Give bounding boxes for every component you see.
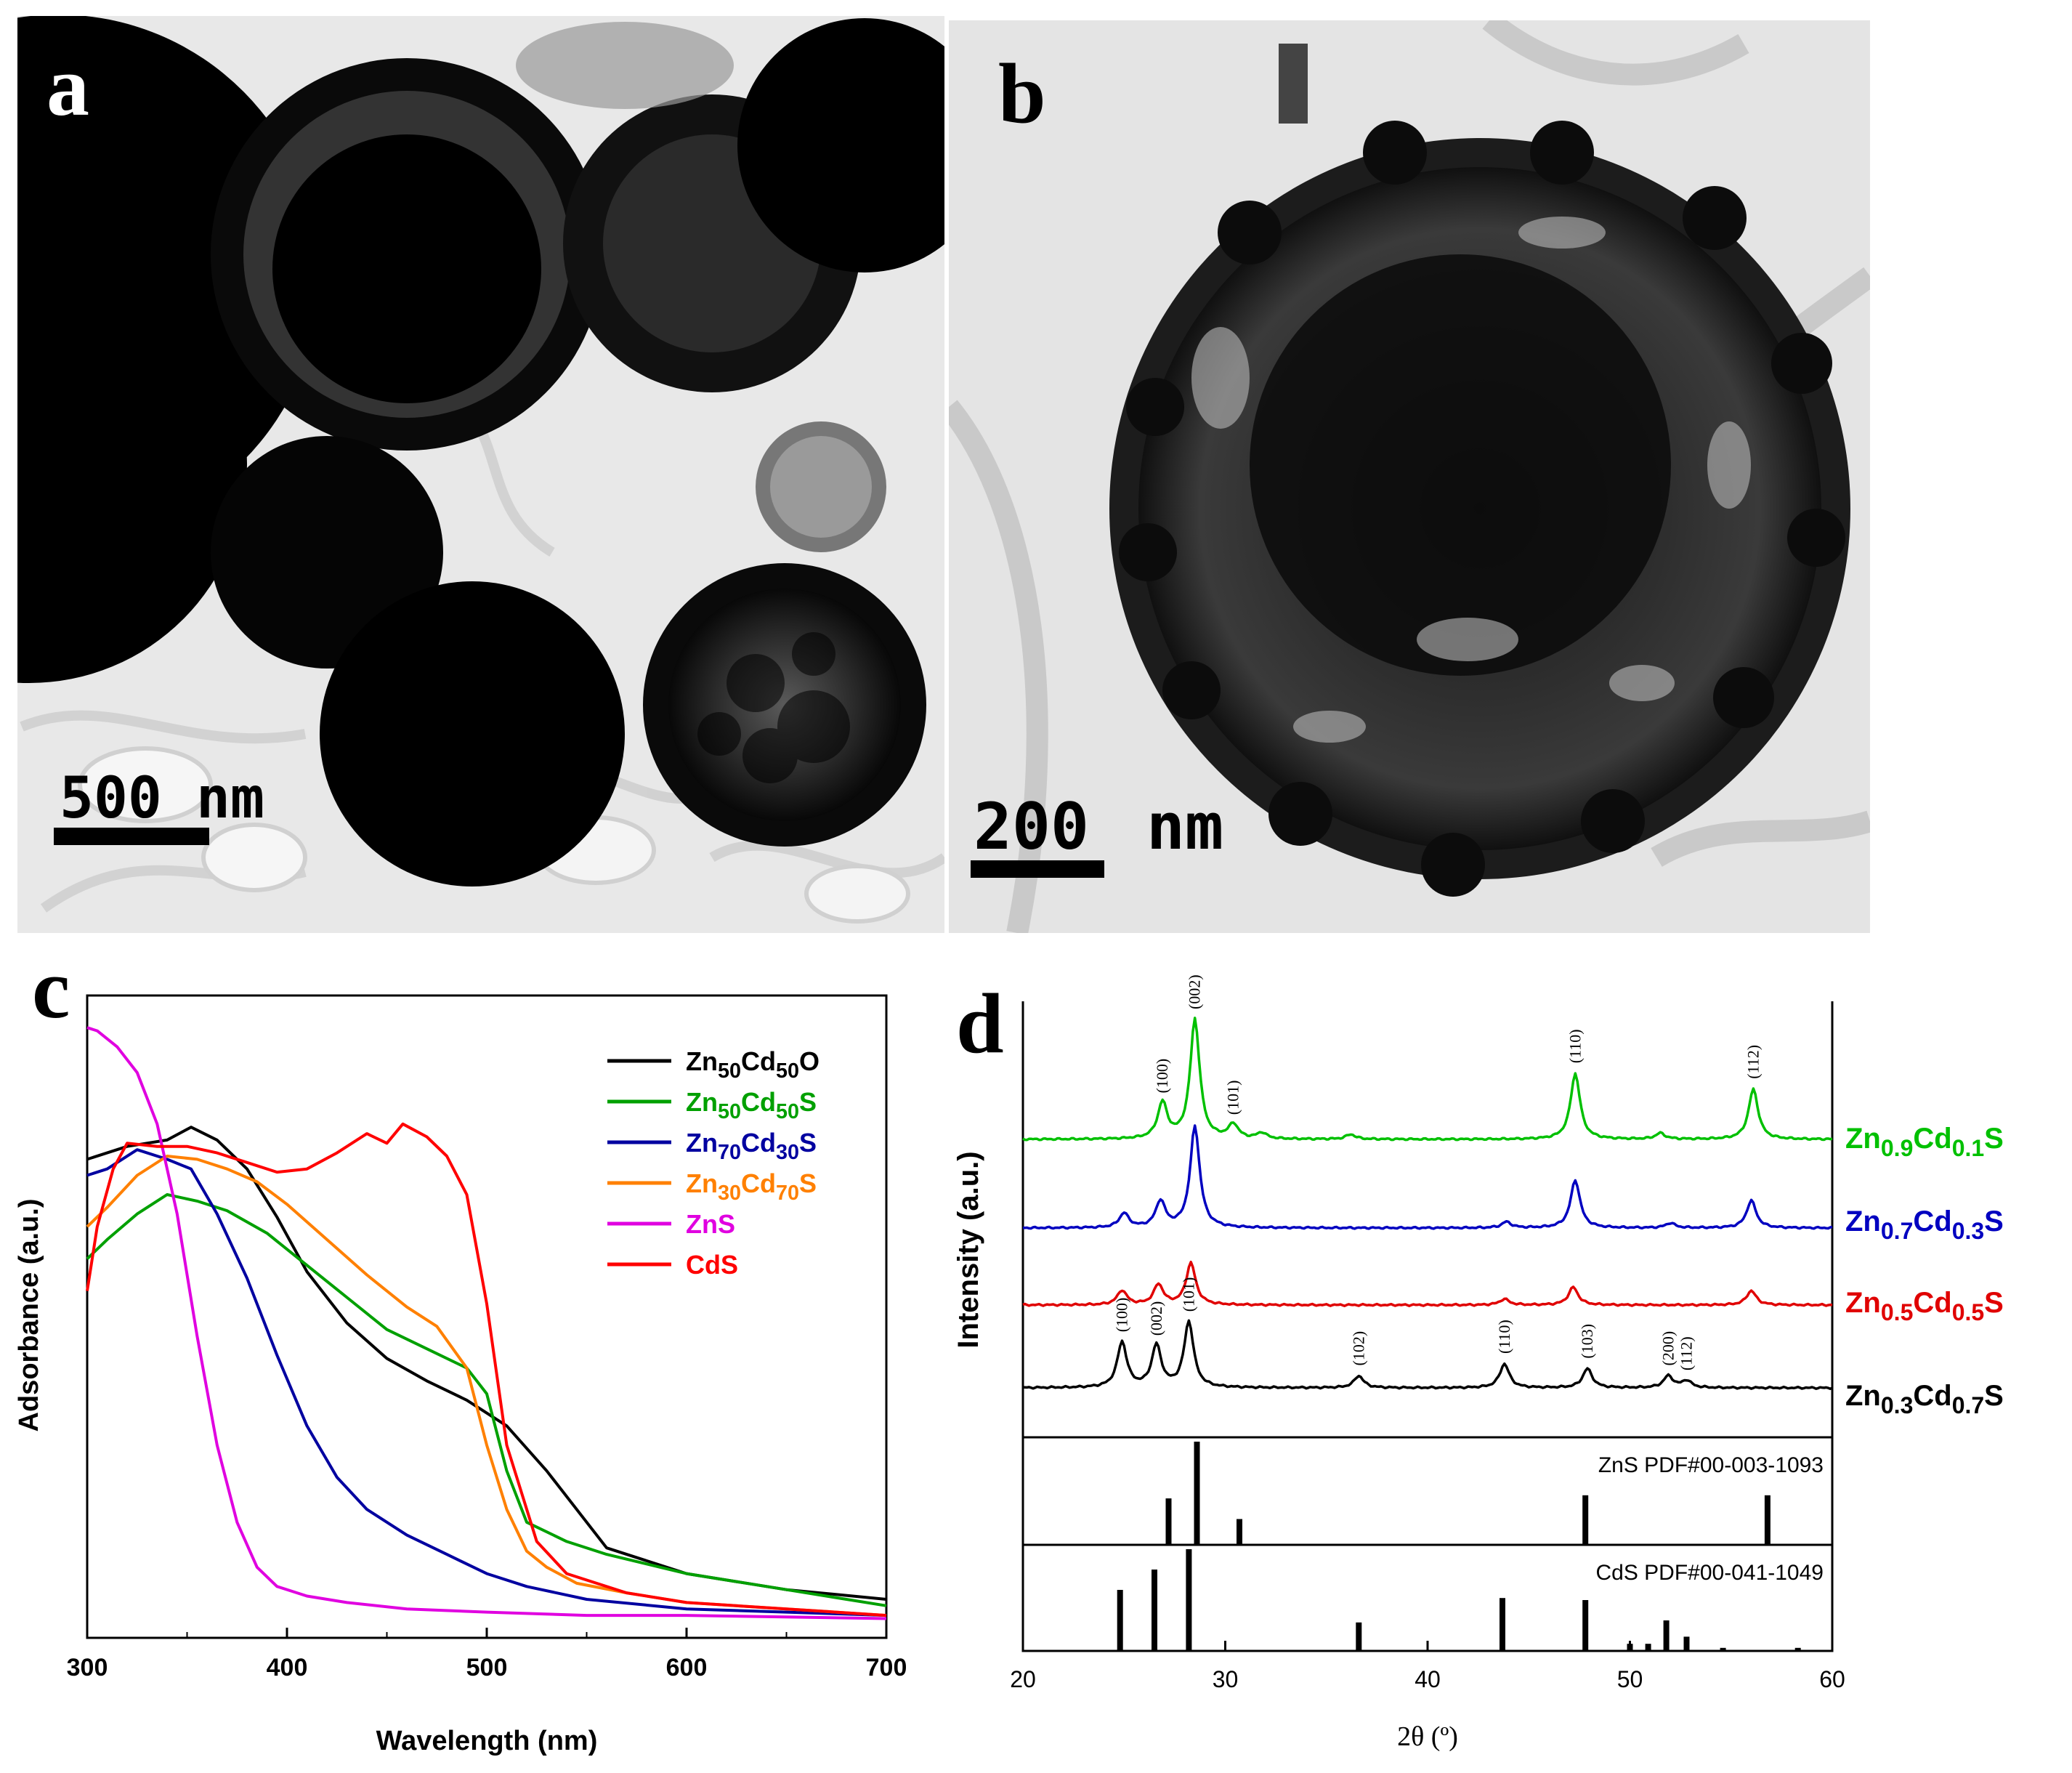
- peak-label: (100): [1113, 1298, 1131, 1333]
- panel-a-label: a: [46, 39, 89, 134]
- peak-label: (103): [1578, 1324, 1596, 1359]
- series-line-zns: [86, 1026, 887, 1620]
- reference-label: CdS PDF#00-041-1049: [1595, 1561, 1824, 1585]
- panel-b-label: b: [998, 46, 1046, 141]
- reference-peak-bar: [1165, 1498, 1172, 1545]
- x-tick-label: 300: [67, 1654, 108, 1681]
- reference-peak-bar: [1237, 1519, 1242, 1545]
- panel-a-scalebar: [54, 828, 209, 845]
- xrd-pattern-zn07cd03s: [1022, 1124, 1833, 1230]
- peak-label: (100): [1153, 1059, 1171, 1094]
- reference-peak-bar: [1117, 1590, 1123, 1651]
- x-tick-label: 50: [1617, 1666, 1643, 1692]
- panel-c-y-axis-title: Adsorbance (a.u.): [14, 1199, 44, 1432]
- reference-label: ZnS PDF#00-003-1093: [1598, 1453, 1824, 1477]
- panel-d-xrd-chart: d (100) (002) (101) (110) (112) (100) (002) (10…: [952, 974, 2004, 1752]
- panel-c-plot-frame: [86, 994, 888, 1639]
- peak-label: (200): [1659, 1331, 1677, 1366]
- peak-label: (101): [1224, 1081, 1242, 1115]
- xrd-pattern-zn05cd05s: [1022, 1260, 1833, 1307]
- panel-a-scalebar-unit: nm: [196, 766, 264, 831]
- x-tick-label: 20: [1010, 1666, 1036, 1692]
- reference-peak-bar: [1582, 1600, 1589, 1651]
- reference-peak-bar: [1500, 1598, 1505, 1651]
- reference-peak-bar: [1582, 1495, 1589, 1545]
- peak-label: (112): [1744, 1045, 1762, 1079]
- x-tick-label: 700: [866, 1654, 907, 1681]
- panel-c-x-axis-title: Wavelength (nm): [376, 1726, 598, 1756]
- reference-peak-bar: [1683, 1636, 1690, 1651]
- legend-label-zn50cd50s: Zn50Cd50S: [686, 1087, 817, 1123]
- panel-d-label: d: [956, 976, 1004, 1071]
- reference-peak-bar: [1356, 1622, 1362, 1651]
- peak-label: (102): [1349, 1331, 1367, 1366]
- series-label-zn07cd03s: Zn0.7Cd0.3S: [1845, 1205, 2004, 1244]
- reference-peak-bar: [1663, 1620, 1670, 1651]
- series-label-zn05cd05s: Zn0.5Cd0.5S: [1845, 1287, 2004, 1325]
- panel-b-scalebar-unit: nm: [1146, 789, 1223, 864]
- series-line-zn50cd50o: [86, 1126, 887, 1601]
- peak-label: (110): [1566, 1029, 1584, 1063]
- panel-d-plot-area: [1023, 1001, 1832, 1651]
- reference-peak-bar: [1794, 1647, 1801, 1651]
- panel-d-x-axis-title: 2θ (º): [1397, 1721, 1458, 1752]
- legend-label-cds: CdS: [686, 1250, 738, 1280]
- reference-peak-bar: [1764, 1495, 1770, 1545]
- peak-label: (002): [1186, 974, 1204, 1009]
- x-tick-label: 400: [267, 1654, 308, 1681]
- series-line-cds: [86, 1122, 887, 1617]
- x-tick-label: 500: [466, 1654, 508, 1681]
- peak-label: (101): [1179, 1277, 1197, 1312]
- panel-c-absorbance-chart: c 300 400 500 600 700 Zn50Cd50O Zn50Cd50S Zn70…: [14, 941, 907, 1756]
- reference-peak-bar: [1720, 1647, 1726, 1651]
- panel-b-tem-image: b 200 nm: [949, 20, 1870, 933]
- panel-b-scalebar: [971, 860, 1104, 878]
- panel-b-scalebar-value: 200: [974, 789, 1089, 864]
- peak-label: (110): [1495, 1320, 1513, 1354]
- legend-label-zn30cd70s: Zn30Cd70S: [686, 1168, 817, 1205]
- series-line-zn30cd70s: [86, 1155, 887, 1617]
- x-tick-label: 30: [1213, 1666, 1239, 1692]
- x-tick-label: 60: [1819, 1666, 1845, 1692]
- legend-label-zn70cd30s: Zn70Cd30S: [686, 1128, 817, 1164]
- legend-label-zns: ZnS: [686, 1209, 735, 1239]
- series-label-zn09cd01s: Zn0.9Cd0.1S: [1845, 1123, 2004, 1161]
- reference-peak-bar: [1194, 1442, 1200, 1545]
- reference-peak-bar: [1186, 1549, 1192, 1651]
- peak-label: (002): [1147, 1301, 1165, 1336]
- panel-a-scalebar-value: 500: [60, 766, 162, 831]
- panel-c-label: c: [32, 941, 70, 1036]
- series-line-zn70cd30s: [86, 1148, 887, 1617]
- xrd-pattern-zn09cd01s: [1022, 1017, 1833, 1142]
- legend-label-zn50cd50o: Zn50Cd50O: [686, 1046, 820, 1083]
- reference-peak-bar: [1645, 1644, 1651, 1651]
- panel-a-tem-image: a 500 nm: [17, 16, 944, 933]
- reference-peak-bar: [1152, 1570, 1157, 1651]
- panel-d-y-axis-title: Intensity (a.u.): [952, 1151, 984, 1348]
- x-tick-label: 40: [1415, 1666, 1441, 1692]
- x-tick-label: 600: [666, 1654, 708, 1681]
- xrd-pattern-zn03cd07s: [1022, 1319, 1833, 1390]
- series-label-zn03cd07s: Zn0.3Cd0.7S: [1845, 1380, 2004, 1418]
- peak-label: (112): [1678, 1336, 1696, 1370]
